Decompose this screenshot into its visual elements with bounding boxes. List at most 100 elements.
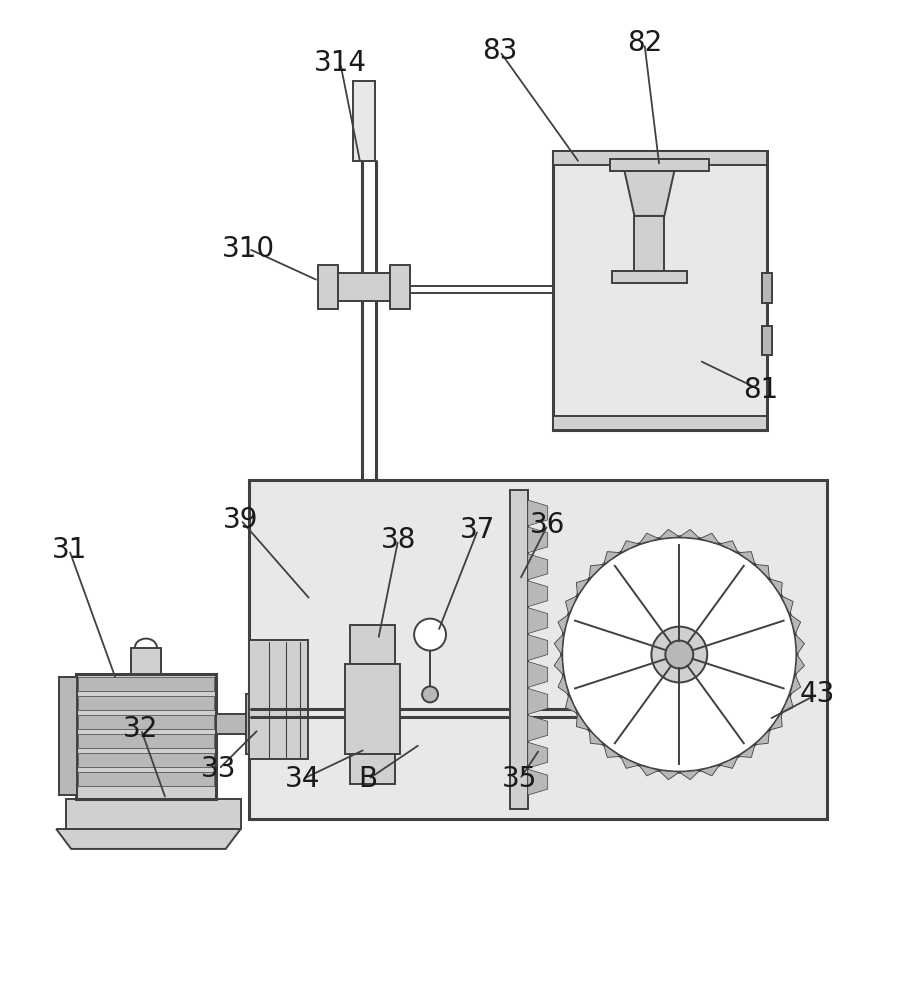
Polygon shape xyxy=(590,564,604,579)
Polygon shape xyxy=(528,500,548,526)
Bar xyxy=(59,677,77,795)
Circle shape xyxy=(651,627,707,682)
Polygon shape xyxy=(528,527,548,553)
Text: 314: 314 xyxy=(314,49,366,77)
Text: 33: 33 xyxy=(201,755,237,783)
Polygon shape xyxy=(554,655,563,675)
Polygon shape xyxy=(620,756,639,768)
Polygon shape xyxy=(528,688,548,714)
Text: 35: 35 xyxy=(502,765,538,793)
Text: 32: 32 xyxy=(123,715,159,743)
Bar xyxy=(634,216,664,271)
Circle shape xyxy=(422,686,438,702)
Polygon shape xyxy=(528,662,548,687)
Text: B: B xyxy=(358,765,378,793)
Bar xyxy=(131,648,161,674)
Bar xyxy=(78,696,214,710)
Bar xyxy=(350,754,395,784)
Bar xyxy=(249,480,827,819)
Polygon shape xyxy=(658,770,679,780)
Bar xyxy=(318,265,338,309)
Polygon shape xyxy=(639,533,658,544)
Polygon shape xyxy=(790,614,801,634)
Text: 43: 43 xyxy=(799,680,834,708)
Polygon shape xyxy=(528,742,548,768)
Bar xyxy=(246,694,268,754)
Polygon shape xyxy=(577,579,590,596)
Polygon shape xyxy=(528,581,548,607)
Bar xyxy=(390,265,410,309)
Circle shape xyxy=(561,537,797,772)
Bar xyxy=(350,625,395,664)
Bar xyxy=(66,799,240,829)
Polygon shape xyxy=(56,829,240,849)
Bar xyxy=(78,772,214,786)
Polygon shape xyxy=(604,552,620,564)
Bar xyxy=(78,753,214,767)
Bar xyxy=(611,271,688,283)
Polygon shape xyxy=(554,634,563,655)
Bar xyxy=(552,151,767,430)
Polygon shape xyxy=(558,675,569,695)
Text: 83: 83 xyxy=(483,37,518,65)
Polygon shape xyxy=(769,713,782,730)
Text: 37: 37 xyxy=(460,516,495,544)
Text: 34: 34 xyxy=(285,765,320,793)
Polygon shape xyxy=(528,554,548,580)
Polygon shape xyxy=(658,529,679,539)
Circle shape xyxy=(666,641,693,668)
Bar xyxy=(552,416,767,430)
Polygon shape xyxy=(699,533,719,544)
Polygon shape xyxy=(679,770,699,780)
Polygon shape xyxy=(565,596,578,614)
Circle shape xyxy=(414,619,446,651)
Bar xyxy=(216,714,249,734)
Text: 36: 36 xyxy=(530,511,565,539)
Bar xyxy=(338,273,390,301)
Polygon shape xyxy=(639,765,658,776)
Polygon shape xyxy=(719,756,738,768)
Bar xyxy=(78,677,214,691)
Bar xyxy=(346,664,400,754)
Polygon shape xyxy=(738,745,755,757)
Bar xyxy=(78,734,214,748)
Polygon shape xyxy=(604,745,620,757)
Polygon shape xyxy=(769,579,782,596)
Bar xyxy=(510,490,528,809)
Text: 82: 82 xyxy=(627,29,662,57)
Text: 31: 31 xyxy=(52,536,87,564)
Polygon shape xyxy=(719,541,738,553)
Text: 310: 310 xyxy=(222,235,275,263)
Bar xyxy=(610,159,709,171)
Polygon shape xyxy=(528,715,548,741)
Bar xyxy=(249,640,308,759)
Polygon shape xyxy=(699,765,719,776)
Polygon shape xyxy=(577,713,590,730)
Bar xyxy=(762,273,772,303)
Polygon shape xyxy=(565,695,578,713)
Text: 81: 81 xyxy=(744,376,779,404)
Polygon shape xyxy=(679,529,699,539)
Polygon shape xyxy=(558,614,569,634)
Bar xyxy=(762,326,772,355)
Polygon shape xyxy=(790,675,801,695)
Bar xyxy=(76,674,216,799)
Polygon shape xyxy=(738,552,755,564)
Polygon shape xyxy=(590,730,604,745)
Text: 38: 38 xyxy=(380,526,415,554)
Polygon shape xyxy=(781,596,793,614)
Bar xyxy=(552,151,767,165)
Polygon shape xyxy=(528,769,548,795)
Polygon shape xyxy=(795,655,805,675)
Polygon shape xyxy=(781,695,793,713)
Polygon shape xyxy=(625,171,674,216)
Bar xyxy=(354,81,375,161)
Polygon shape xyxy=(755,564,769,579)
Polygon shape xyxy=(755,730,769,745)
Polygon shape xyxy=(620,541,639,553)
Polygon shape xyxy=(528,608,548,634)
Bar xyxy=(78,715,214,729)
Polygon shape xyxy=(795,634,805,655)
Polygon shape xyxy=(528,635,548,661)
Text: 39: 39 xyxy=(223,506,258,534)
